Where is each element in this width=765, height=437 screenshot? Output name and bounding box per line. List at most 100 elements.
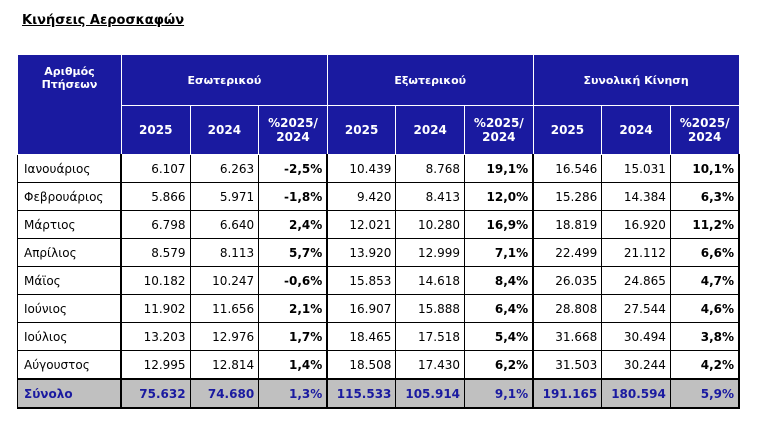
value-cell: 5.971 — [189, 182, 260, 211]
pct-change-cell: 2,1% — [258, 294, 329, 323]
value-cell: 14.384 — [601, 182, 671, 211]
pct-change-cell: -0,6% — [258, 266, 329, 295]
value-cell: 75.632 — [120, 378, 191, 409]
row-label-header: Αριθμός Πτήσεων — [17, 54, 122, 155]
value-cell: 6.263 — [189, 154, 260, 183]
value-cell: 12.995 — [120, 350, 191, 380]
value-cell: 16.920 — [601, 210, 671, 239]
value-cell: 15.031 — [601, 154, 671, 183]
value-cell: 21.112 — [601, 238, 671, 267]
value-cell: 8.768 — [395, 154, 466, 183]
month-cell: Ιανουάριος — [17, 154, 123, 183]
value-cell: 15.286 — [532, 182, 603, 211]
value-cell: 18.508 — [326, 350, 397, 380]
value-cell: 17.430 — [395, 350, 466, 380]
pct-change-cell: 6,3% — [669, 182, 740, 211]
table-body: Ιανουάριος 6.107 6.263 -2,5% 10.439 8.768 19,1… — [17, 154, 740, 409]
month-cell: Ιούνιος — [17, 294, 123, 323]
group-header-international: Εξωτερικού — [326, 54, 534, 106]
sub-header-pct: %2025/ 2024 — [669, 105, 740, 155]
pct-change-cell: 10,1% — [669, 154, 740, 183]
pct-change-cell: 4,7% — [669, 266, 740, 295]
value-cell: 15.888 — [395, 294, 466, 323]
pct-change-cell: 2,4% — [258, 210, 329, 239]
value-cell: 12.999 — [395, 238, 466, 267]
value-cell: 10.280 — [395, 210, 466, 239]
value-cell: 12.976 — [189, 322, 260, 351]
pct-change-cell: 11,2% — [669, 210, 740, 239]
value-cell: 6.107 — [120, 154, 191, 183]
value-cell: 8.413 — [395, 182, 466, 211]
pct-change-cell: 6,2% — [464, 350, 535, 380]
sub-header-2024: 2024 — [395, 105, 466, 155]
pct-change-cell: 6,6% — [669, 238, 740, 267]
pct-change-cell: 5,4% — [464, 322, 535, 351]
value-cell: 28.808 — [532, 294, 603, 323]
month-cell: Αύγουστος — [17, 350, 123, 380]
value-cell: 105.914 — [395, 378, 466, 409]
value-cell: 31.503 — [532, 350, 603, 380]
table-row: Μάρτιος 6.798 6.640 2,4% 12.021 10.280 16,9% 18… — [17, 210, 740, 239]
value-cell: 11.656 — [189, 294, 260, 323]
month-cell: Απρίλιος — [17, 238, 123, 267]
pct-change-cell: 5,7% — [258, 238, 329, 267]
table-row: Αύγουστος 12.995 12.814 1,4% 18.508 17.430 6,2… — [17, 350, 740, 380]
value-cell: 74.680 — [189, 378, 260, 409]
value-cell: 13.203 — [120, 322, 191, 351]
pct-change-cell: 1,4% — [258, 350, 329, 380]
pct-change-cell: -2,5% — [258, 154, 329, 183]
page-title: Κινήσεις Αεροσκαφών — [22, 13, 185, 28]
flights-table: Αριθμός Πτήσεων Εσωτερικού Εξωτερικού Συ… — [17, 54, 740, 409]
value-cell: 24.865 — [601, 266, 671, 295]
month-cell: Μάρτιος — [17, 210, 123, 239]
value-cell: 10.247 — [189, 266, 260, 295]
value-cell: 30.244 — [601, 350, 671, 380]
pct-change-cell: 8,4% — [464, 266, 535, 295]
pct-change-cell: 1,3% — [258, 378, 329, 409]
pct-change-cell: 16,9% — [464, 210, 535, 239]
pct-change-cell: 19,1% — [464, 154, 535, 183]
total-label: Σύνολο — [17, 378, 123, 409]
value-cell: 18.465 — [326, 322, 397, 351]
table-row: Ιανουάριος 6.107 6.263 -2,5% 10.439 8.768 19,1… — [17, 154, 740, 183]
value-cell: 8.579 — [120, 238, 191, 267]
value-cell: 30.494 — [601, 322, 671, 351]
value-cell: 16.907 — [326, 294, 397, 323]
table-row: Ιούλιος 13.203 12.976 1,7% 18.465 17.518 5,4% 3… — [17, 322, 740, 351]
pct-change-cell: -1,8% — [258, 182, 329, 211]
value-cell: 12.021 — [326, 210, 397, 239]
value-cell: 26.035 — [532, 266, 603, 295]
month-cell: Φεβρουάριος — [17, 182, 123, 211]
group-header-total: Συνολική Κίνηση — [532, 54, 740, 106]
sub-header-2025: 2025 — [532, 105, 603, 155]
pct-change-cell: 12,0% — [464, 182, 535, 211]
value-cell: 6.798 — [120, 210, 191, 239]
value-cell: 10.439 — [326, 154, 397, 183]
value-cell: 191.165 — [532, 378, 603, 409]
value-cell: 13.920 — [326, 238, 397, 267]
pct-change-cell: 4,2% — [669, 350, 740, 380]
table-row: Φεβρουάριος 5.866 5.971 -1,8% 9.420 8.413 12,0… — [17, 182, 740, 211]
value-cell: 16.546 — [532, 154, 603, 183]
value-cell: 18.819 — [532, 210, 603, 239]
total-row: Σύνολο 75.632 74.680 1,3% 115.533 105.914 9,1%… — [17, 378, 740, 409]
value-cell: 10.182 — [120, 266, 191, 295]
sub-header-2024: 2024 — [601, 105, 671, 155]
value-cell: 8.113 — [189, 238, 260, 267]
pct-change-cell: 1,7% — [258, 322, 329, 351]
value-cell: 115.533 — [326, 378, 397, 409]
sub-header-2024: 2024 — [189, 105, 260, 155]
pct-change-cell: 4,6% — [669, 294, 740, 323]
value-cell: 12.814 — [189, 350, 260, 380]
value-cell: 22.499 — [532, 238, 603, 267]
value-cell: 14.618 — [395, 266, 466, 295]
value-cell: 31.668 — [532, 322, 603, 351]
month-cell: Μάϊος — [17, 266, 123, 295]
month-cell: Ιούλιος — [17, 322, 123, 351]
pct-change-cell: 9,1% — [464, 378, 535, 409]
table-row: Ιούνιος 11.902 11.656 2,1% 16.907 15.888 6,4% 2… — [17, 294, 740, 323]
group-header-domestic: Εσωτερικού — [120, 54, 328, 106]
value-cell: 27.544 — [601, 294, 671, 323]
value-cell: 180.594 — [601, 378, 671, 409]
value-cell: 11.902 — [120, 294, 191, 323]
